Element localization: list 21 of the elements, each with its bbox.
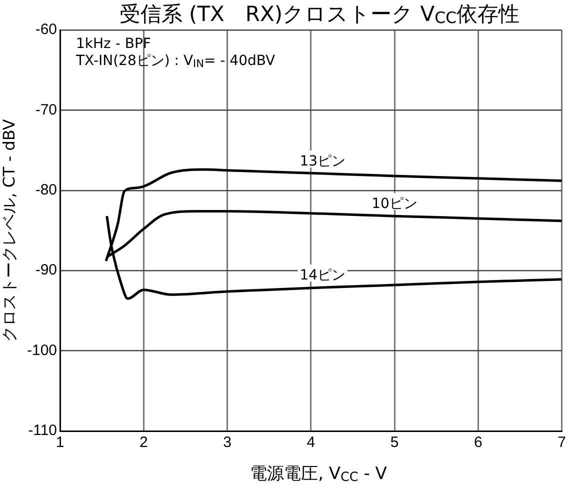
series-label: 13ピン xyxy=(300,154,346,170)
x-tick-label: 4 xyxy=(306,434,316,452)
x-tick-label: 3 xyxy=(223,434,232,452)
series-label: 10ピン xyxy=(372,196,418,212)
y-tick-label: -70 xyxy=(35,101,58,118)
annotation: 1kHz - BPF xyxy=(76,36,152,53)
y-tick-label: -90 xyxy=(35,262,58,279)
x-axis-title: 電源電圧, V$_{CC}$ - V xyxy=(249,463,388,485)
annotation: TX-IN(28ピン) : V$_{IN}$= - 40dBV xyxy=(76,53,276,72)
y-tick-label: -60 xyxy=(35,21,58,38)
y-tick-label: -100 xyxy=(26,342,58,359)
x-tick-label: 1 xyxy=(56,434,64,452)
x-tick-label: 7 xyxy=(558,434,566,452)
y-tick-label: -80 xyxy=(35,182,58,199)
y-axis-title: クロストークレベル, CT - dBV xyxy=(0,118,20,344)
series-label: 14ピン xyxy=(300,267,346,284)
x-tick-label: 2 xyxy=(139,434,148,452)
x-tick-label: 5 xyxy=(390,434,399,452)
chart-title: 受信系 (TX RX)クロストーク V$_{CC}$依存性 xyxy=(118,1,521,28)
y-tick-label: -110 xyxy=(28,422,58,440)
x-tick-label: 6 xyxy=(474,434,482,452)
